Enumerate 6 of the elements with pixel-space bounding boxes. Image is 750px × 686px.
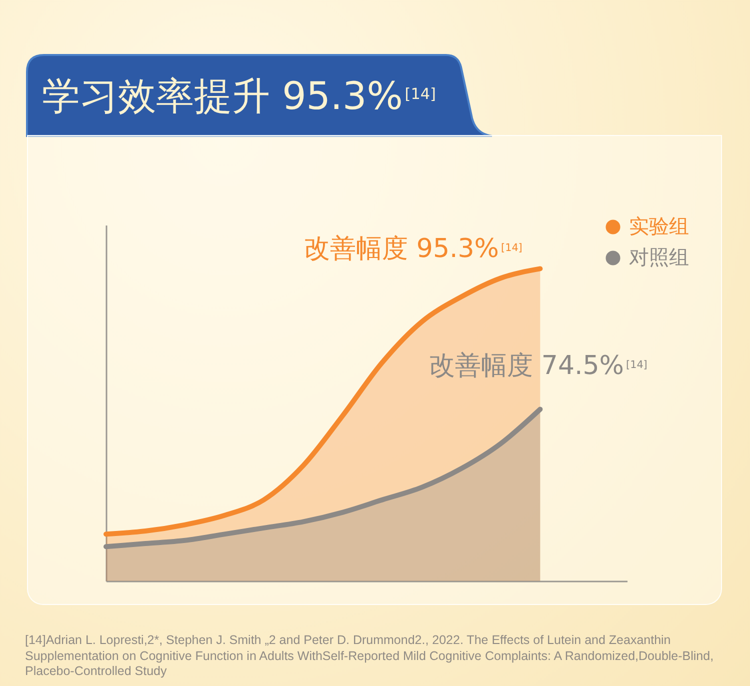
annotation: 改善幅度 74.5%$^{[14]}$	[429, 350, 648, 384]
text: [14]Adrian L. Lopresti,2*, Stephen J. Smith „2 and Peter D. Drummond2., 2022. The Effects of Lutein and Zeaxanthin Supplementation on Cognitive Function in Adults WithSelf-Reported Mild Cognitive Complaints: A Randomized,Double-Blind, Placebo-Controlled Study	[25, 633, 715, 680]
legend-label: 对照组	[629, 245, 689, 269]
text: 改善幅度 95.3%$^{[14]}$	[304, 232, 522, 266]
legend-label: 实验组	[629, 214, 689, 238]
chart-title: 学习效率提升 95.3%$^{[14]}$	[42, 73, 436, 120]
